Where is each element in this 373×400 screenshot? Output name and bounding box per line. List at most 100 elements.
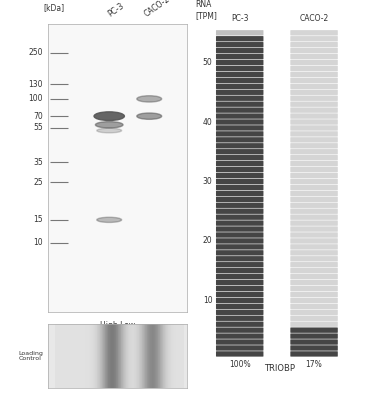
FancyBboxPatch shape bbox=[216, 36, 263, 42]
FancyBboxPatch shape bbox=[216, 244, 263, 250]
FancyBboxPatch shape bbox=[290, 36, 338, 42]
FancyBboxPatch shape bbox=[290, 60, 338, 65]
Text: 100: 100 bbox=[28, 94, 43, 103]
FancyBboxPatch shape bbox=[290, 119, 338, 125]
FancyBboxPatch shape bbox=[216, 149, 263, 154]
Text: 35: 35 bbox=[33, 158, 43, 167]
FancyBboxPatch shape bbox=[216, 202, 263, 208]
Text: 10: 10 bbox=[33, 238, 43, 247]
FancyBboxPatch shape bbox=[216, 102, 263, 107]
FancyBboxPatch shape bbox=[290, 108, 338, 113]
FancyBboxPatch shape bbox=[216, 155, 263, 160]
Text: [kDa]: [kDa] bbox=[43, 4, 64, 12]
FancyBboxPatch shape bbox=[290, 310, 338, 315]
FancyBboxPatch shape bbox=[290, 286, 338, 291]
Text: 130: 130 bbox=[28, 80, 43, 89]
Text: 25: 25 bbox=[33, 178, 43, 187]
FancyBboxPatch shape bbox=[290, 238, 338, 244]
FancyBboxPatch shape bbox=[290, 328, 338, 333]
FancyBboxPatch shape bbox=[216, 137, 263, 142]
FancyBboxPatch shape bbox=[290, 131, 338, 136]
Ellipse shape bbox=[97, 128, 122, 133]
Ellipse shape bbox=[94, 112, 125, 120]
FancyBboxPatch shape bbox=[290, 185, 338, 190]
FancyBboxPatch shape bbox=[290, 102, 338, 107]
FancyBboxPatch shape bbox=[290, 322, 338, 327]
FancyBboxPatch shape bbox=[216, 208, 263, 214]
FancyBboxPatch shape bbox=[290, 173, 338, 178]
FancyBboxPatch shape bbox=[216, 334, 263, 339]
FancyBboxPatch shape bbox=[290, 232, 338, 238]
FancyBboxPatch shape bbox=[216, 316, 263, 321]
Text: 70: 70 bbox=[33, 112, 43, 121]
Text: 17%: 17% bbox=[306, 360, 322, 369]
Text: 20: 20 bbox=[203, 236, 213, 246]
Text: High Low: High Low bbox=[100, 321, 135, 330]
FancyBboxPatch shape bbox=[216, 328, 263, 333]
FancyBboxPatch shape bbox=[290, 316, 338, 321]
FancyBboxPatch shape bbox=[216, 298, 263, 303]
FancyBboxPatch shape bbox=[216, 78, 263, 83]
FancyBboxPatch shape bbox=[290, 137, 338, 142]
FancyBboxPatch shape bbox=[290, 226, 338, 232]
Ellipse shape bbox=[95, 122, 123, 128]
FancyBboxPatch shape bbox=[216, 54, 263, 59]
FancyBboxPatch shape bbox=[216, 351, 263, 357]
FancyBboxPatch shape bbox=[216, 72, 263, 77]
FancyBboxPatch shape bbox=[216, 173, 263, 178]
Ellipse shape bbox=[137, 96, 162, 102]
Text: 250: 250 bbox=[28, 48, 43, 57]
FancyBboxPatch shape bbox=[216, 96, 263, 101]
FancyBboxPatch shape bbox=[290, 274, 338, 279]
FancyBboxPatch shape bbox=[216, 339, 263, 345]
FancyBboxPatch shape bbox=[216, 191, 263, 196]
FancyBboxPatch shape bbox=[290, 334, 338, 339]
FancyBboxPatch shape bbox=[290, 202, 338, 208]
FancyBboxPatch shape bbox=[216, 310, 263, 315]
FancyBboxPatch shape bbox=[216, 274, 263, 279]
FancyBboxPatch shape bbox=[290, 304, 338, 309]
FancyBboxPatch shape bbox=[290, 256, 338, 262]
FancyBboxPatch shape bbox=[216, 345, 263, 351]
Text: 40: 40 bbox=[203, 118, 213, 126]
FancyBboxPatch shape bbox=[290, 191, 338, 196]
Text: RNA
[TPM]: RNA [TPM] bbox=[195, 0, 217, 20]
FancyBboxPatch shape bbox=[290, 96, 338, 101]
FancyBboxPatch shape bbox=[216, 256, 263, 262]
FancyBboxPatch shape bbox=[216, 268, 263, 273]
Text: Loading
Control: Loading Control bbox=[18, 350, 43, 362]
FancyBboxPatch shape bbox=[216, 292, 263, 297]
FancyBboxPatch shape bbox=[290, 149, 338, 154]
FancyBboxPatch shape bbox=[290, 167, 338, 172]
FancyBboxPatch shape bbox=[216, 108, 263, 113]
FancyBboxPatch shape bbox=[290, 298, 338, 303]
FancyBboxPatch shape bbox=[290, 66, 338, 71]
FancyBboxPatch shape bbox=[290, 351, 338, 357]
FancyBboxPatch shape bbox=[290, 280, 338, 285]
FancyBboxPatch shape bbox=[216, 304, 263, 309]
FancyBboxPatch shape bbox=[290, 292, 338, 297]
FancyBboxPatch shape bbox=[216, 197, 263, 202]
FancyBboxPatch shape bbox=[216, 131, 263, 136]
FancyBboxPatch shape bbox=[216, 232, 263, 238]
Text: 55: 55 bbox=[33, 123, 43, 132]
Text: 30: 30 bbox=[203, 177, 213, 186]
Text: CACO-2: CACO-2 bbox=[142, 0, 172, 18]
FancyBboxPatch shape bbox=[290, 197, 338, 202]
FancyBboxPatch shape bbox=[216, 66, 263, 71]
FancyBboxPatch shape bbox=[290, 345, 338, 351]
FancyBboxPatch shape bbox=[290, 179, 338, 184]
FancyBboxPatch shape bbox=[290, 268, 338, 273]
FancyBboxPatch shape bbox=[290, 161, 338, 166]
FancyBboxPatch shape bbox=[216, 226, 263, 232]
FancyBboxPatch shape bbox=[290, 262, 338, 268]
FancyBboxPatch shape bbox=[216, 125, 263, 131]
FancyBboxPatch shape bbox=[216, 143, 263, 148]
FancyBboxPatch shape bbox=[216, 185, 263, 190]
Text: 100%: 100% bbox=[229, 360, 251, 369]
FancyBboxPatch shape bbox=[216, 167, 263, 172]
FancyBboxPatch shape bbox=[216, 262, 263, 268]
FancyBboxPatch shape bbox=[290, 42, 338, 47]
FancyBboxPatch shape bbox=[290, 143, 338, 148]
Text: 50: 50 bbox=[203, 58, 213, 67]
